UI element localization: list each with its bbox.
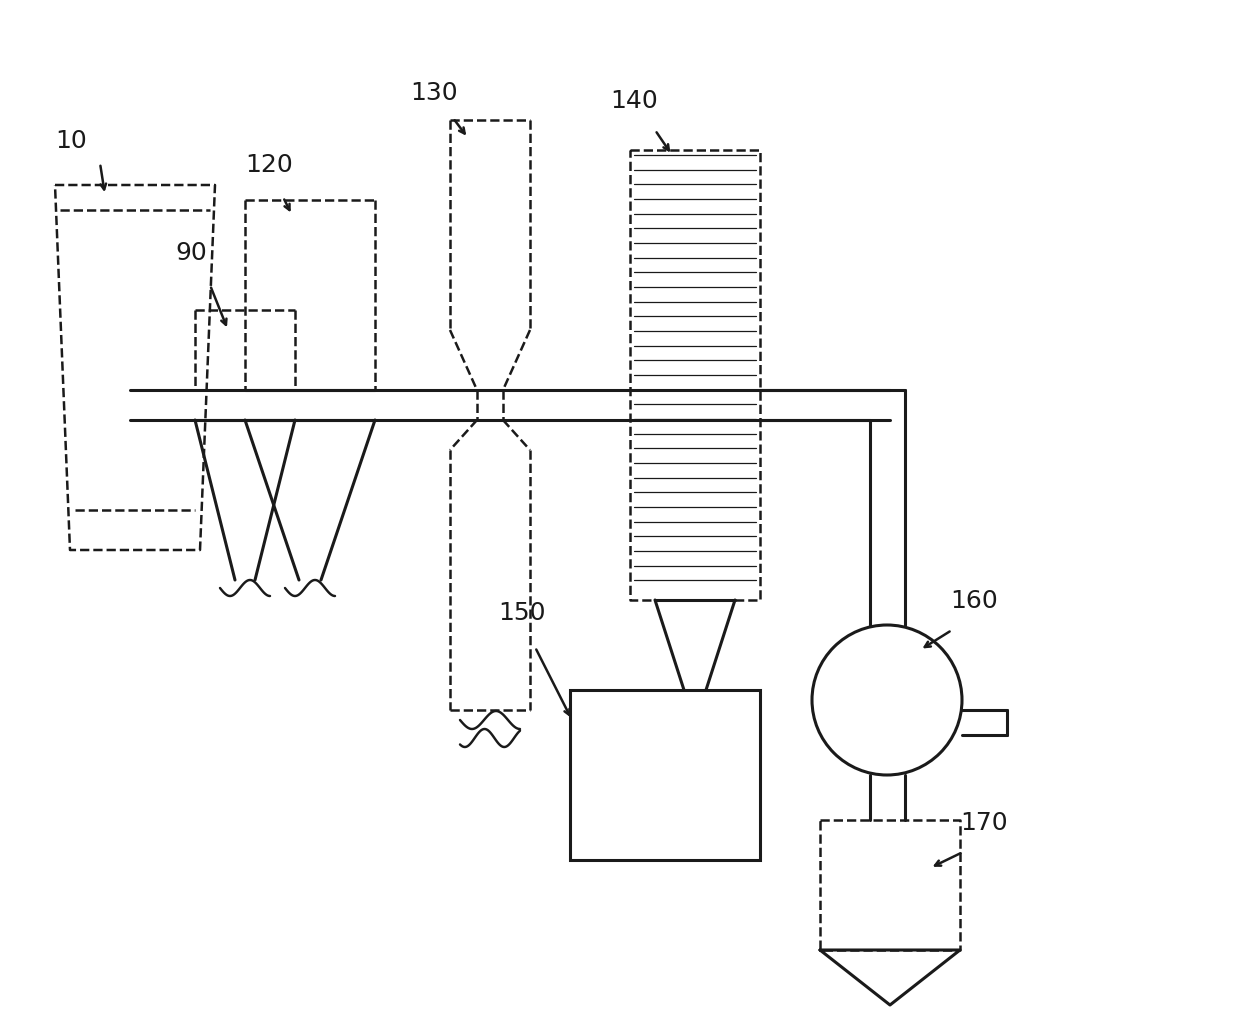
Bar — [570, 690, 760, 860]
Text: 130: 130 — [410, 81, 458, 105]
Text: 10: 10 — [55, 129, 87, 153]
Text: 120: 120 — [246, 153, 293, 177]
Text: 170: 170 — [960, 811, 1008, 835]
Text: 160: 160 — [950, 589, 998, 613]
Text: 140: 140 — [610, 89, 657, 113]
Text: 90: 90 — [175, 241, 207, 265]
Text: 150: 150 — [498, 601, 546, 625]
